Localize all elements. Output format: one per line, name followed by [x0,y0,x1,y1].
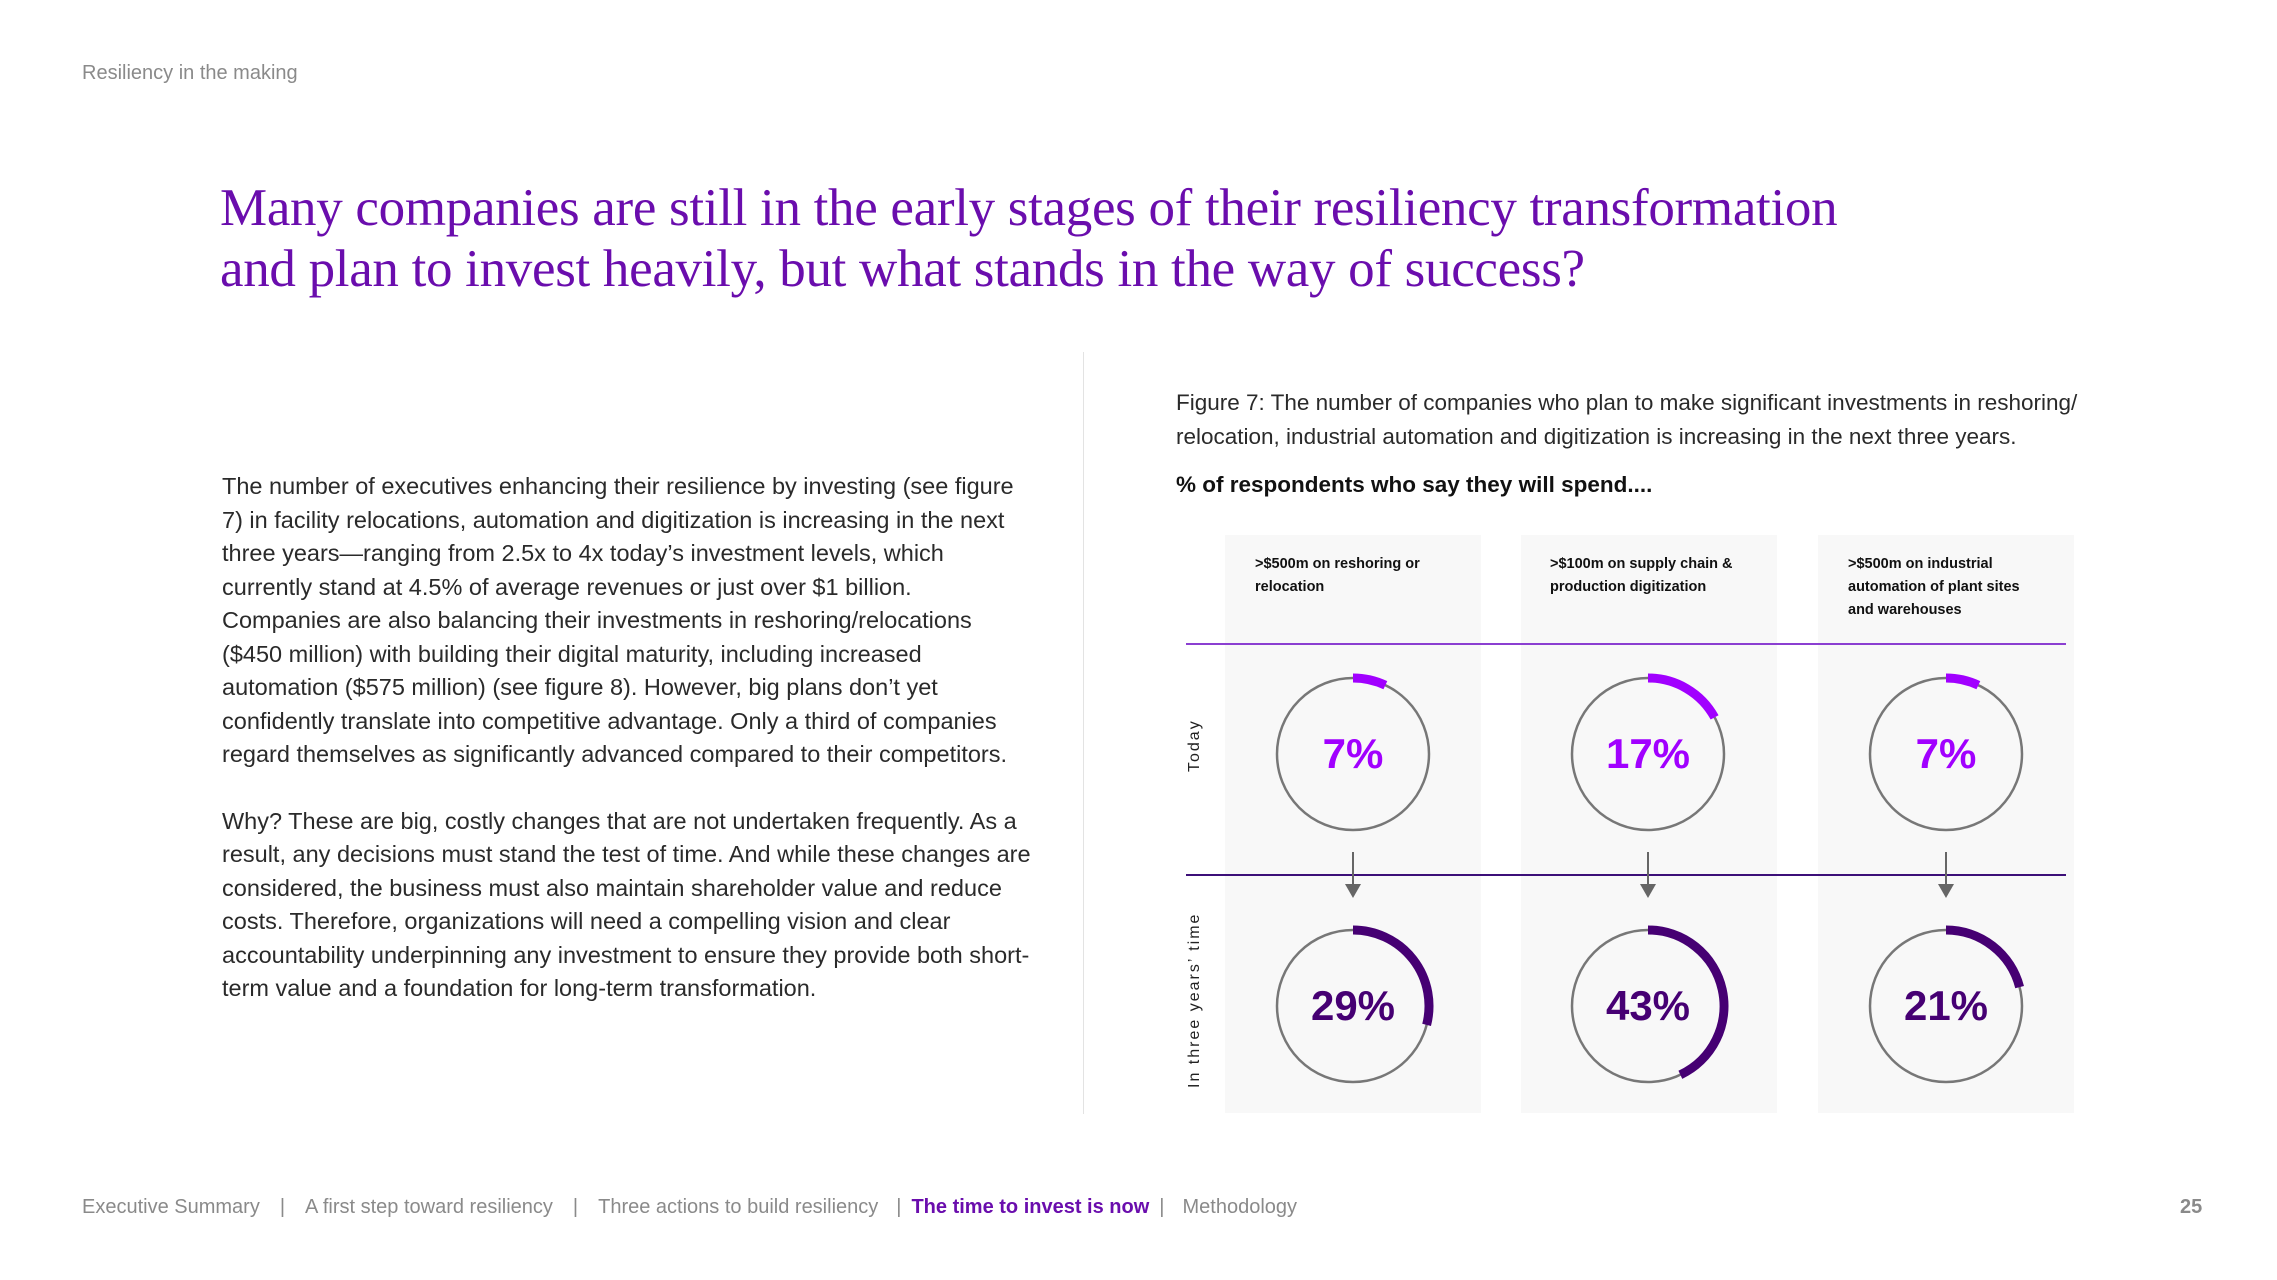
arrow-head-3 [1938,884,1954,898]
nav-separator: | [572,1196,579,1218]
nav-separator: | [279,1196,286,1218]
title-line-1: Many companies are still in the early st… [220,179,1838,237]
donut-value-label-today-2: 17% [1606,730,1690,777]
page-title: Many companies are still in the early st… [220,178,2020,300]
nav-executive-summary[interactable]: Executive Summary [82,1196,260,1218]
column-background-2 [1521,535,1777,1113]
section-label: Resiliency in the making [82,62,298,84]
column-background-1 [1225,535,1481,1113]
page-number: 25 [2180,1196,2203,1218]
body-paragraph-1: The number of executives enhancing their… [222,473,1014,767]
donut-value-label-future-3: 21% [1904,982,1988,1029]
today-row-rule [1186,643,2066,645]
column-header-2: >$100m on supply chain & production digi… [1550,556,1733,595]
donut-value-label-future-2: 43% [1606,982,1690,1029]
donut-arc-today-3 [1945,673,1981,690]
column-divider [1083,352,1084,1114]
donut-arc-today-2 [1647,673,1719,720]
donut-arc-future-3 [1945,925,2024,989]
column-header-1: >$500m on reshoring or relocation [1255,556,1420,595]
body-paragraph-2: Why? These are big, costly changes that … [222,807,1031,1002]
body-text: The number of executives enhancing their… [222,470,1032,1039]
column-header-3: >$500m on industrial automation of plant… [1848,556,2020,618]
figure-subtitle: % of respondents who say they will spend… [1176,472,1653,497]
nav-separator: | [896,1196,902,1218]
nav-separator: | [1159,1196,1165,1218]
title-line-2: and plan to invest heavily, but what sta… [220,240,1585,298]
donut-arc-future-1 [1352,925,1434,1027]
future-row-rule [1186,874,2066,876]
arrow-head-1 [1345,884,1361,898]
column-background-3 [1818,535,2074,1113]
nav-first-step[interactable]: A first step toward resiliency [305,1196,553,1218]
donut-arc-future-2 [1647,925,1729,1079]
donut-value-label-today-1: 7% [1323,730,1384,777]
donut-value-label-future-1: 29% [1311,982,1395,1029]
nav-three-actions[interactable]: Three actions to build resiliency [598,1196,879,1218]
nav-methodology[interactable]: Methodology [1182,1196,1298,1218]
nav-time-to-invest[interactable]: The time to invest is now [911,1196,1150,1218]
donut-value-label-today-3: 7% [1916,730,1977,777]
arrow-head-2 [1640,884,1656,898]
footer-nav: Executive Summary | A first step toward re… [82,1196,1297,1219]
figure-caption: Figure 7: The number of companies who pl… [1176,390,2078,449]
donut-arc-today-1 [1352,673,1388,690]
